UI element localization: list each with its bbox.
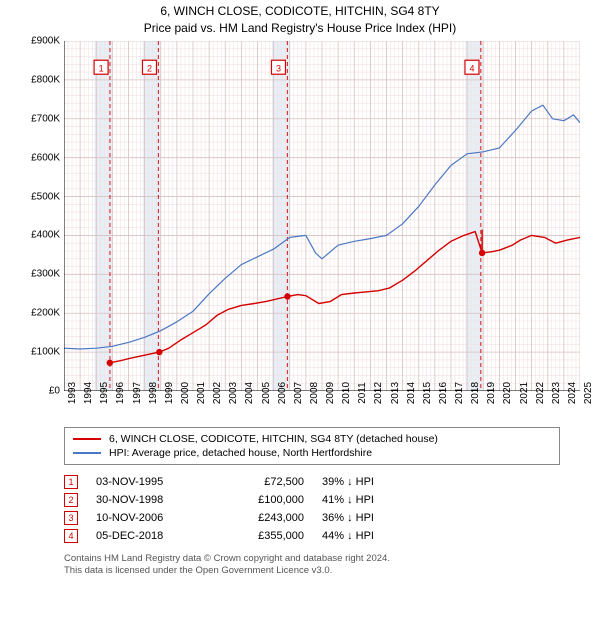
y-tick: £500K <box>20 191 60 202</box>
plot-svg: 1 2 3 4 <box>64 41 580 391</box>
legend-label: 6, WINCH CLOSE, CODICOTE, HITCHIN, SG4 8… <box>109 433 438 445</box>
event-row: 4 05-DEC-2018 £355,000 44% ↓ HPI <box>64 527 560 545</box>
plot: 1 2 3 4 <box>64 41 580 391</box>
event-diff: 36% ↓ HPI <box>322 512 374 524</box>
event-date: 05-DEC-2018 <box>96 530 196 542</box>
x-axis: 1993199419951996199719981999200020012002… <box>64 391 580 421</box>
event-row: 1 03-NOV-1995 £72,500 39% ↓ HPI <box>64 473 560 491</box>
y-tick: £200K <box>20 308 60 319</box>
legend-label: HPI: Average price, detached house, Nort… <box>109 447 372 459</box>
x-tick: 2025 <box>583 382 600 404</box>
y-axis: £0£100K£200K£300K£400K£500K£600K£700K£80… <box>20 41 60 391</box>
event-date: 10-NOV-2006 <box>96 512 196 524</box>
y-tick: £100K <box>20 347 60 358</box>
svg-text:4: 4 <box>469 64 474 74</box>
y-tick: £800K <box>20 74 60 85</box>
y-tick: £700K <box>20 113 60 124</box>
event-diff: 44% ↓ HPI <box>322 530 374 542</box>
event-price: £100,000 <box>214 494 304 506</box>
y-tick: £300K <box>20 269 60 280</box>
event-marker: 3 <box>64 511 78 525</box>
y-tick: £900K <box>20 36 60 47</box>
legend-row: HPI: Average price, detached house, Nort… <box>73 446 551 460</box>
events-table: 1 03-NOV-1995 £72,500 39% ↓ HPI 2 30-NOV-1998… <box>64 473 560 545</box>
svg-text:3: 3 <box>276 64 281 74</box>
y-tick: £400K <box>20 230 60 241</box>
footer-line-1: Contains HM Land Registry data © Crown c… <box>64 553 560 565</box>
legend: 6, WINCH CLOSE, CODICOTE, HITCHIN, SG4 8… <box>64 427 560 465</box>
y-tick: £600K <box>20 152 60 163</box>
event-price: £243,000 <box>214 512 304 524</box>
footer-line-2: This data is licensed under the Open Gov… <box>64 565 560 577</box>
legend-row: 6, WINCH CLOSE, CODICOTE, HITCHIN, SG4 8… <box>73 432 551 446</box>
title-main: 6, WINCH CLOSE, CODICOTE, HITCHIN, SG4 8… <box>10 4 590 18</box>
event-marker: 1 <box>64 475 78 489</box>
legend-swatch <box>73 438 101 440</box>
footer: Contains HM Land Registry data © Crown c… <box>64 553 560 578</box>
event-date: 30-NOV-1998 <box>96 494 196 506</box>
svg-text:1: 1 <box>99 64 104 74</box>
chart-area: £0 £100K £200K £300K £400K £500K £600K £700K £80… <box>20 41 580 421</box>
event-marker: 4 <box>64 529 78 543</box>
event-row: 3 10-NOV-2006 £243,000 36% ↓ HPI <box>64 509 560 527</box>
event-row: 2 30-NOV-1998 £100,000 41% ↓ HPI <box>64 491 560 509</box>
event-price: £355,000 <box>214 530 304 542</box>
title-sub: Price paid vs. HM Land Registry's House … <box>10 21 590 35</box>
legend-swatch <box>73 452 101 454</box>
event-marker: 2 <box>64 493 78 507</box>
event-diff: 39% ↓ HPI <box>322 476 374 488</box>
chart-titles: 6, WINCH CLOSE, CODICOTE, HITCHIN, SG4 8… <box>0 0 600 37</box>
event-date: 03-NOV-1995 <box>96 476 196 488</box>
svg-text:2: 2 <box>147 64 152 74</box>
y-tick: £0 <box>20 386 60 397</box>
event-price: £72,500 <box>214 476 304 488</box>
event-diff: 41% ↓ HPI <box>322 494 374 506</box>
